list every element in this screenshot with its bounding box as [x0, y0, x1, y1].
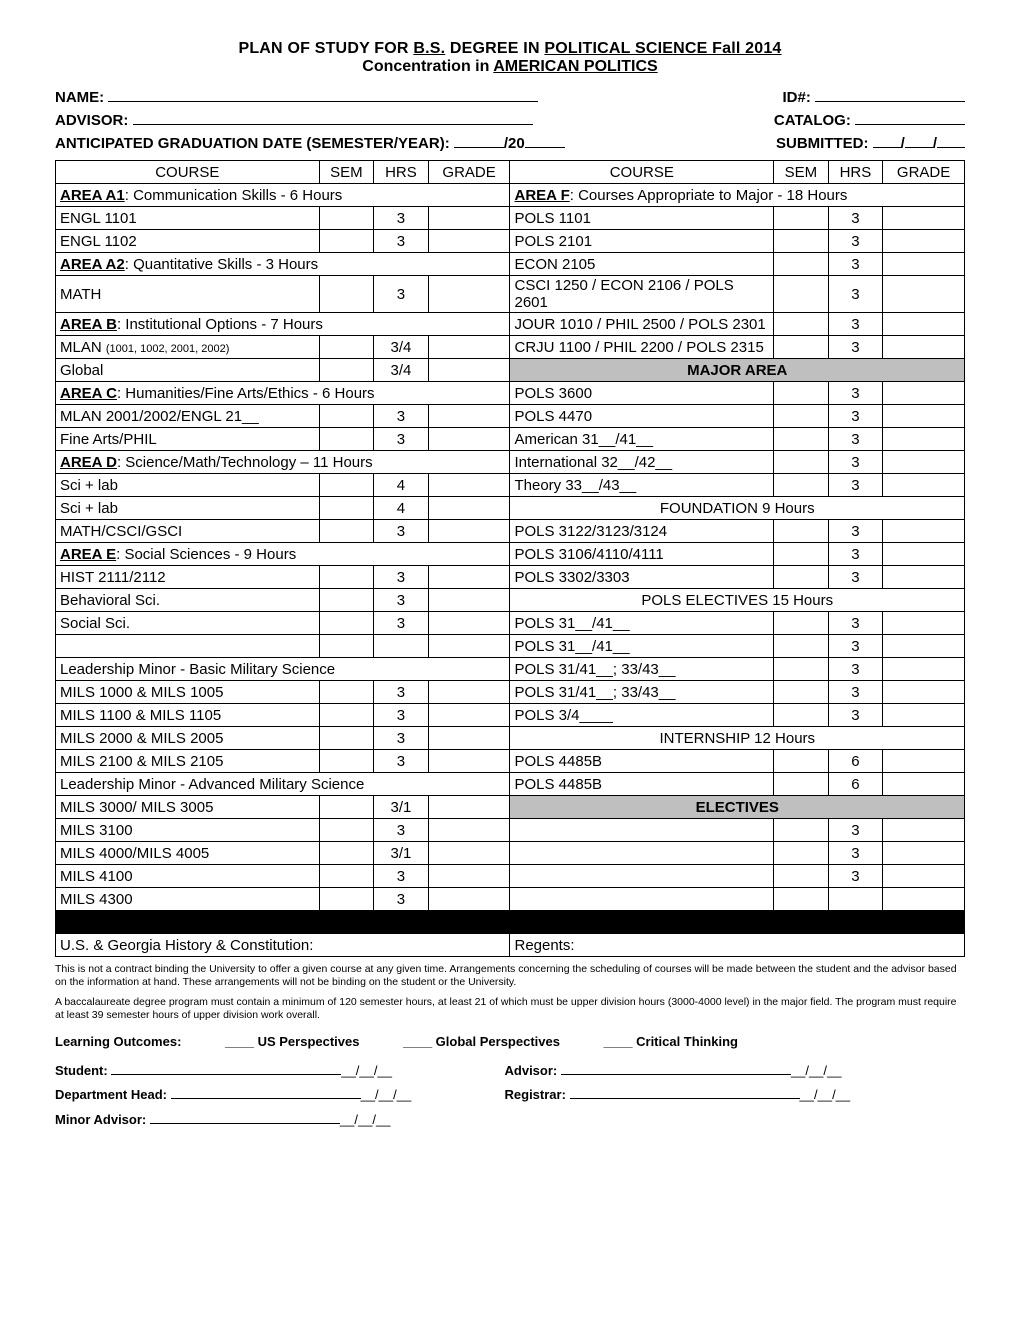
col-course-r: COURSE: [510, 161, 774, 184]
lm2-hdr: Leadership Minor - Advanced Military Sci…: [56, 773, 510, 796]
sub-m[interactable]: [873, 132, 901, 148]
area-b-hdr: AREA B: Institutional Options - 7 Hours: [56, 313, 510, 336]
col-grade-r: GRADE: [883, 161, 965, 184]
student-sig[interactable]: [111, 1061, 341, 1075]
title-degree: B.S.: [413, 40, 445, 57]
name-label: NAME:: [55, 89, 104, 106]
advisor-input[interactable]: [133, 109, 533, 125]
area-a2-hdr: AREA A2: Quantitative Skills - 3 Hours: [56, 253, 510, 276]
footer-notes: This is not a contract binding the Unive…: [55, 963, 965, 1022]
c: POLS 1101: [510, 207, 774, 230]
catalog-label: CATALOG:: [774, 112, 851, 129]
intern-hdr: INTERNSHIP 12 Hours: [510, 727, 965, 750]
col-sem-l: SEM: [319, 161, 374, 184]
header-fields: NAME: ID#: ADVISOR: CATALOG: ANTICIPATED…: [55, 86, 965, 154]
degree-reqs: A baccalaureate degree program must cont…: [55, 996, 965, 1022]
foundation-hdr: FOUNDATION 9 Hours: [510, 497, 965, 520]
advisor-sig[interactable]: [561, 1061, 791, 1075]
area-c-hdr: AREA C: Humanities/Fine Arts/Ethics - 6 …: [56, 382, 510, 405]
sub-d[interactable]: [905, 132, 933, 148]
col-hrs-l: HRS: [374, 161, 429, 184]
id-input[interactable]: [815, 86, 965, 102]
col-grade-l: GRADE: [428, 161, 510, 184]
grad-sem-input[interactable]: [454, 132, 504, 148]
registrar-sig[interactable]: [570, 1085, 800, 1099]
major-area-hdr: MAJOR AREA: [510, 359, 965, 382]
minor-sig[interactable]: [150, 1110, 340, 1124]
disclaimer: This is not a contract binding the Unive…: [55, 963, 965, 989]
area-d-hdr: AREA D: Science/Math/Technology – 11 Hou…: [56, 451, 510, 474]
area-e-hdr: AREA E: Social Sciences - 9 Hours: [56, 543, 510, 566]
pols-elect-hdr: POLS ELECTIVES 15 Hours: [510, 589, 965, 612]
grad-mid: /20: [504, 135, 525, 152]
signatures: Student: __/__/__ Advisor: __/__/__ Depa…: [55, 1059, 965, 1133]
divider-row: [56, 911, 965, 934]
title-block: PLAN OF STUDY FOR B.S. DEGREE IN POLITIC…: [55, 40, 965, 76]
conc-prefix: Concentration in: [362, 58, 493, 75]
learning-outcomes: Learning Outcomes: ____ US Perspectives …: [55, 1034, 965, 1049]
title-major: POLITICAL SCIENCE: [544, 40, 707, 57]
id-label: ID#:: [782, 89, 810, 106]
submitted-label: SUBMITTED:: [776, 135, 869, 152]
dept-sig[interactable]: [171, 1085, 361, 1099]
sub-y[interactable]: [937, 132, 965, 148]
plan-table: COURSE SEM HRS GRADE COURSE SEM HRS GRAD…: [55, 160, 965, 957]
title-term: Fall 2014: [707, 40, 781, 57]
electives-hdr: ELECTIVES: [510, 796, 965, 819]
c: ENGL 1101: [56, 207, 320, 230]
regents: Regents:: [510, 934, 965, 957]
col-hrs-r: HRS: [828, 161, 883, 184]
col-course-l: COURSE: [56, 161, 320, 184]
grad-label: ANTICIPATED GRADUATION DATE (SEMESTER/YE…: [55, 135, 450, 152]
title-prefix: PLAN OF STUDY FOR: [238, 40, 413, 57]
concentration: AMERICAN POLITICS: [493, 58, 657, 75]
area-f-hdr: AREA F: Courses Appropriate to Major - 1…: [510, 184, 965, 207]
title-mid: DEGREE IN: [445, 40, 544, 57]
col-sem-r: SEM: [774, 161, 829, 184]
name-input[interactable]: [108, 86, 538, 102]
grad-year-input[interactable]: [525, 132, 565, 148]
area-a1-hdr: AREA A1: Communication Skills - 6 Hours: [56, 184, 510, 207]
lm1-hdr: Leadership Minor - Basic Military Scienc…: [56, 658, 510, 681]
catalog-input[interactable]: [855, 109, 965, 125]
us-ga-history: U.S. & Georgia History & Constitution:: [56, 934, 510, 957]
advisor-label: ADVISOR:: [55, 112, 128, 129]
